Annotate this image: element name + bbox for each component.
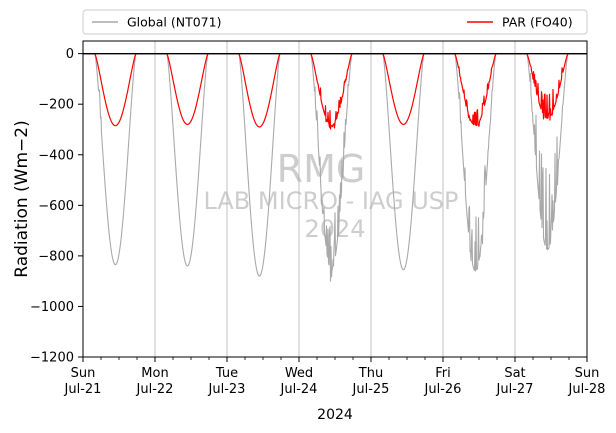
x-tick-date: Jul-25 <box>352 382 390 397</box>
x-tick-date: Jul-24 <box>280 382 318 397</box>
x-tick-day: Sun <box>71 366 96 381</box>
x-tick-day: Wed <box>285 366 313 381</box>
x-tick-day: Mon <box>141 366 168 381</box>
x-tick-day: Fri <box>435 366 451 381</box>
x-tick-date: Jul-23 <box>208 382 246 397</box>
legend-label-global: Global (NT071) <box>127 15 221 30</box>
watermark: RMG LAB MICRO - IAG USP 2024 <box>203 147 458 243</box>
x-tick-day: Sat <box>504 366 525 381</box>
y-tick-label: −400 <box>38 148 74 163</box>
grid <box>154 41 516 357</box>
legend: Global (NT071) PAR (FO40) <box>82 9 588 35</box>
y-tick-label: −1000 <box>30 300 74 315</box>
x-tick-day: Thu <box>358 366 383 381</box>
legend-label-par: PAR (FO40) <box>502 15 573 30</box>
y-tick-label: 0 <box>66 47 74 62</box>
y-tick-label: −1200 <box>30 351 74 366</box>
x-tick-day: Tue <box>215 366 238 381</box>
y-axis-title: Radiation (Wm−2) <box>12 120 32 277</box>
x-tick-date: Jul-27 <box>496 382 534 397</box>
x-tick-date: Jul-21 <box>64 382 102 397</box>
y-tick-label: −200 <box>38 98 74 113</box>
x-tick-day: Sun <box>575 366 600 381</box>
x-tick-date: Jul-28 <box>568 382 606 397</box>
y-axis: 0 −200 −400 −600 −800 −1000 −1200 <box>30 47 83 366</box>
watermark-line-2: LAB MICRO - IAG USP <box>203 187 458 215</box>
y-tick-label: −600 <box>38 199 74 214</box>
x-tick-date: Jul-22 <box>136 382 174 397</box>
x-axis: SunJul-21MonJul-22TueJul-23WedJul-24ThuJ… <box>64 357 606 397</box>
y-tick-label: −800 <box>38 249 74 264</box>
x-tick-date: Jul-26 <box>424 382 462 397</box>
x-axis-title: 2024 <box>317 407 353 423</box>
series-line-par <box>82 53 588 130</box>
legend-box <box>82 9 588 35</box>
